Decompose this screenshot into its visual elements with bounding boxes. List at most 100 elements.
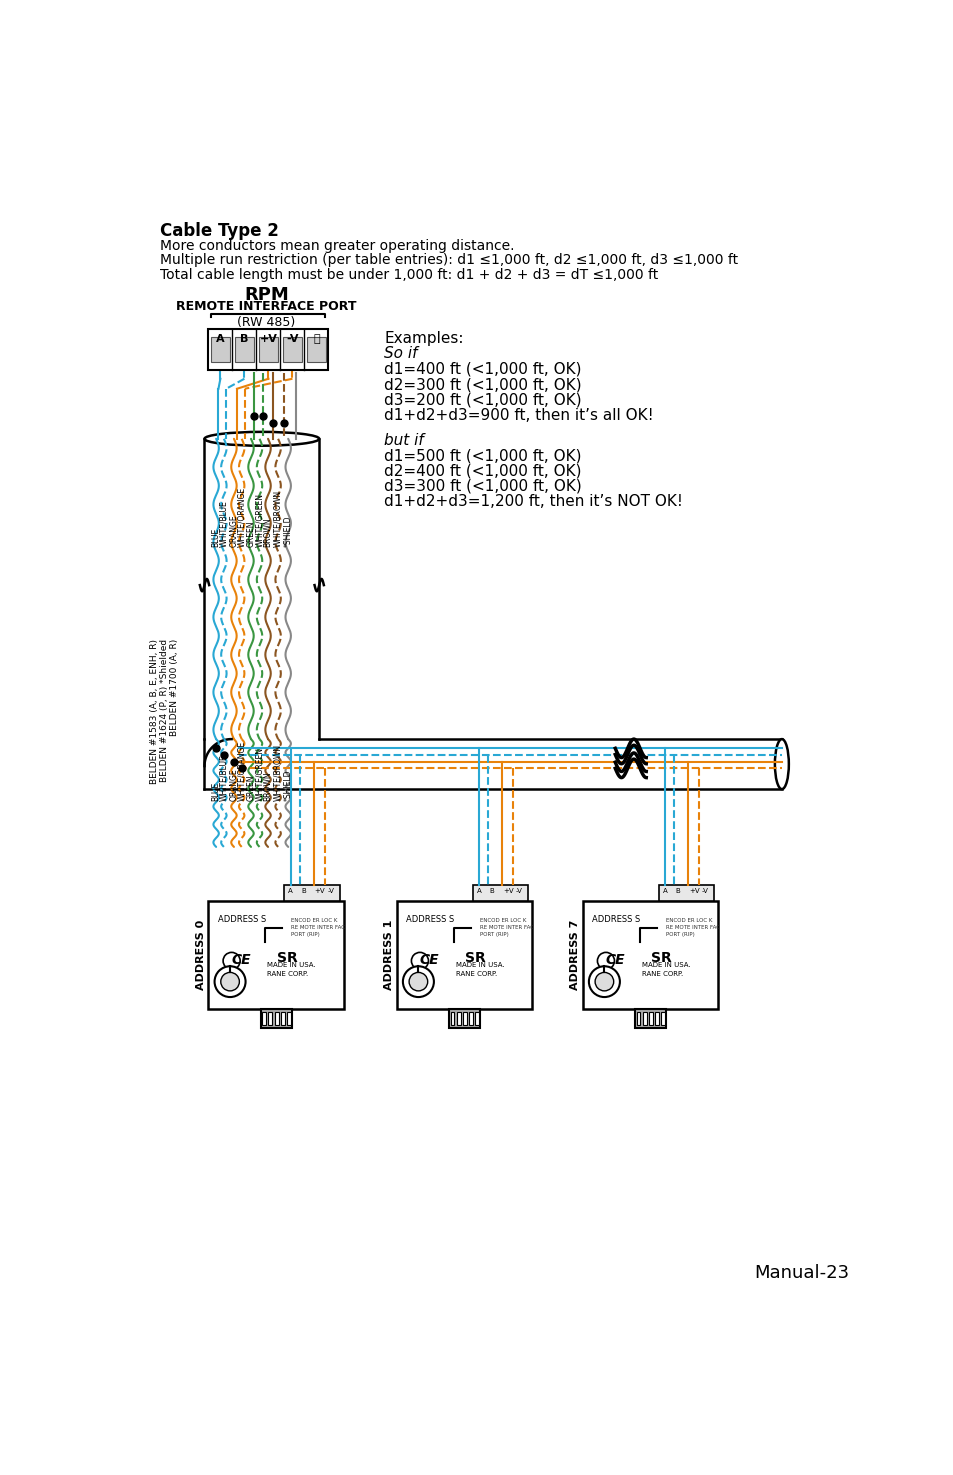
Text: BROWN: BROWN — [263, 516, 273, 547]
Text: BELDEN #1624 (P, R) *Shielded: BELDEN #1624 (P, R) *Shielded — [159, 639, 169, 782]
Text: but if: but if — [384, 432, 423, 447]
Bar — [258, 338, 278, 361]
Text: WHITE/BLUE: WHITE/BLUE — [219, 500, 228, 547]
Bar — [268, 1012, 272, 1025]
Bar — [262, 1012, 266, 1025]
Text: ADDRESS 7: ADDRESS 7 — [569, 919, 579, 990]
Text: SR: SR — [276, 951, 297, 965]
Bar — [307, 338, 326, 361]
Text: ENCOD ER LOC K: ENCOD ER LOC K — [479, 917, 525, 923]
Bar — [282, 338, 302, 361]
Text: So if: So if — [384, 347, 417, 361]
Text: +V: +V — [688, 888, 699, 894]
Text: Total cable length must be under 1,000 ft: d1 + d2 + d3 = dT ≤1,000 ft: Total cable length must be under 1,000 f… — [159, 268, 658, 282]
Text: GREEN: GREEN — [246, 521, 255, 547]
Text: MADE IN USA.: MADE IN USA. — [267, 962, 315, 969]
Text: ENCOD ER LOC K: ENCOD ER LOC K — [291, 917, 337, 923]
Bar — [635, 1009, 665, 1028]
Text: B: B — [675, 888, 679, 894]
Text: BLUE: BLUE — [212, 782, 220, 801]
Bar — [456, 1012, 460, 1025]
Text: REMOTE INTERFACE PORT: REMOTE INTERFACE PORT — [176, 301, 356, 313]
Text: B: B — [489, 888, 494, 894]
Bar — [472, 885, 528, 901]
Ellipse shape — [774, 739, 788, 789]
Bar — [287, 1012, 291, 1025]
Text: -V: -V — [701, 888, 708, 894]
Bar — [208, 329, 328, 370]
Text: +V: +V — [502, 888, 513, 894]
Bar — [648, 1012, 652, 1025]
Text: *SHIELD: *SHIELD — [283, 768, 293, 801]
Text: PORT (RIP): PORT (RIP) — [479, 932, 508, 938]
Bar — [280, 1012, 284, 1025]
Circle shape — [409, 972, 427, 991]
Bar — [274, 1012, 278, 1025]
Text: WHITE/GREEN: WHITE/GREEN — [254, 746, 264, 801]
Text: WHITE/ORANGE: WHITE/ORANGE — [237, 740, 246, 801]
Text: +V: +V — [314, 888, 325, 894]
Text: RE MOTE INTER FAC: RE MOTE INTER FAC — [665, 925, 719, 931]
Text: B: B — [301, 888, 306, 894]
Text: PORT (RIP): PORT (RIP) — [291, 932, 319, 938]
Text: ADDRESS S: ADDRESS S — [217, 914, 266, 923]
Text: d1=400 ft (<1,000 ft, OK): d1=400 ft (<1,000 ft, OK) — [384, 361, 581, 376]
Circle shape — [223, 953, 240, 969]
Text: *SHIELD: *SHIELD — [283, 515, 293, 547]
Text: RANE CORP.: RANE CORP. — [641, 971, 682, 976]
Bar — [660, 1012, 664, 1025]
Circle shape — [402, 966, 434, 997]
Text: B: B — [240, 333, 249, 344]
Bar — [658, 885, 714, 901]
Text: RANE CORP.: RANE CORP. — [267, 971, 308, 976]
Text: More conductors mean greater operating distance.: More conductors mean greater operating d… — [159, 239, 514, 252]
Text: d2=300 ft (<1,000 ft, OK): d2=300 ft (<1,000 ft, OK) — [384, 378, 581, 392]
Text: RANE CORP.: RANE CORP. — [456, 971, 497, 976]
Circle shape — [595, 972, 613, 991]
Text: A: A — [661, 888, 666, 894]
Text: CE: CE — [605, 953, 625, 968]
Bar — [582, 901, 718, 1009]
Ellipse shape — [204, 432, 319, 445]
Text: CE: CE — [232, 953, 251, 968]
Text: ENCOD ER LOC K: ENCOD ER LOC K — [665, 917, 711, 923]
Text: -V: -V — [286, 333, 298, 344]
Bar — [396, 901, 532, 1009]
Text: d2=400 ft (<1,000 ft, OK): d2=400 ft (<1,000 ft, OK) — [384, 463, 581, 478]
Text: MADE IN USA.: MADE IN USA. — [641, 962, 690, 969]
Text: ORANGE: ORANGE — [230, 768, 238, 801]
Text: WHITE/BROWN: WHITE/BROWN — [274, 743, 282, 801]
Text: ADDRESS 0: ADDRESS 0 — [195, 919, 206, 990]
Bar — [462, 1012, 466, 1025]
Text: ADDRESS S: ADDRESS S — [406, 914, 454, 923]
Bar — [234, 338, 253, 361]
Text: A: A — [288, 888, 293, 894]
Text: PORT (RIP): PORT (RIP) — [665, 932, 694, 938]
Text: A: A — [215, 333, 225, 344]
Text: BROWN: BROWN — [263, 771, 273, 801]
Bar — [208, 901, 344, 1009]
Text: d1+d2+d3=900 ft, then it’s all OK!: d1+d2+d3=900 ft, then it’s all OK! — [384, 409, 653, 423]
Circle shape — [411, 953, 428, 969]
Text: Examples:: Examples: — [384, 330, 463, 347]
Bar — [449, 1009, 479, 1028]
Circle shape — [588, 966, 619, 997]
Text: RE MOTE INTER FAC: RE MOTE INTER FAC — [479, 925, 533, 931]
Bar — [475, 1012, 478, 1025]
Bar — [642, 1012, 646, 1025]
Text: Cable Type 2: Cable Type 2 — [159, 221, 278, 239]
Bar — [636, 1012, 639, 1025]
Text: ADDRESS S: ADDRESS S — [592, 914, 639, 923]
Text: WHITE/ORANGE: WHITE/ORANGE — [237, 487, 246, 547]
Text: GREEN: GREEN — [246, 774, 255, 801]
Text: BELDEN #1700 (A, R): BELDEN #1700 (A, R) — [170, 639, 178, 736]
Text: ⎯: ⎯ — [313, 333, 319, 344]
Text: RE MOTE INTER FAC: RE MOTE INTER FAC — [291, 925, 345, 931]
Text: (RW 485): (RW 485) — [237, 316, 295, 329]
Text: WHITE/BROWN: WHITE/BROWN — [274, 490, 282, 547]
Text: d1=500 ft (<1,000 ft, OK): d1=500 ft (<1,000 ft, OK) — [384, 448, 581, 463]
Text: MADE IN USA.: MADE IN USA. — [456, 962, 504, 969]
Text: -V: -V — [516, 888, 522, 894]
Text: WHITE/BLUE: WHITE/BLUE — [219, 754, 228, 801]
Text: -V: -V — [328, 888, 335, 894]
